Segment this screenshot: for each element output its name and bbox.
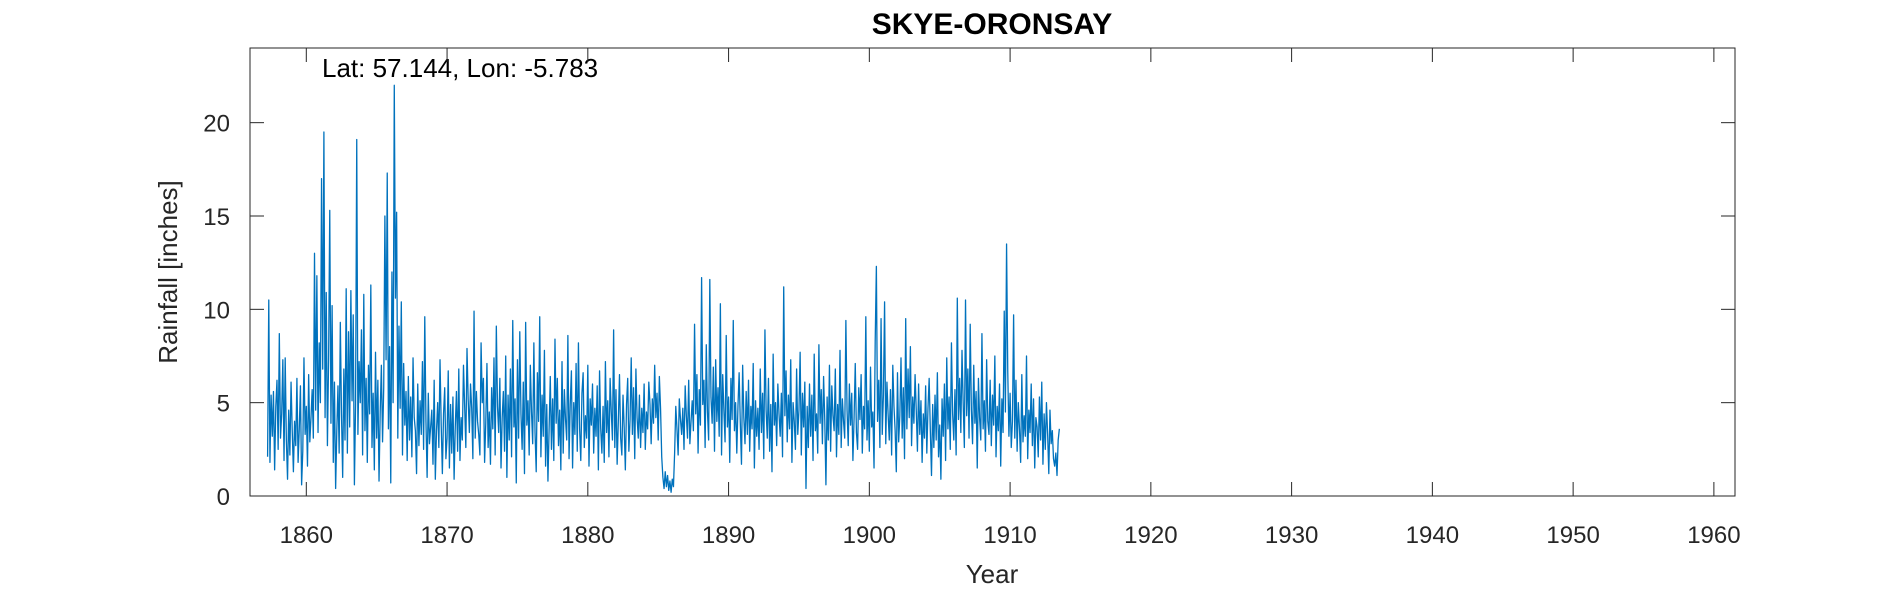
- rainfall-series-line: [266, 84, 1061, 493]
- x-tick-label: 1890: [702, 522, 755, 549]
- x-tick-label: 1930: [1265, 522, 1318, 549]
- x-tick-label: 1960: [1687, 522, 1740, 549]
- x-tick-label: 1870: [420, 522, 473, 549]
- x-tick-label: 1910: [983, 522, 1036, 549]
- y-tick-label: 5: [217, 391, 230, 418]
- y-tick-label: 0: [217, 484, 230, 511]
- location-annotation: Lat: 57.144, Lon: -5.783: [322, 53, 598, 83]
- x-tick-label: 1860: [280, 522, 333, 549]
- y-axis-label: Rainfall [inches]: [153, 180, 183, 364]
- y-tick-label: 15: [203, 204, 230, 231]
- x-axis-label: Year: [966, 559, 1019, 589]
- x-tick-label: 1940: [1406, 522, 1459, 549]
- chart-title: SKYE-ORONSAY: [872, 8, 1113, 41]
- axis-ticks: [250, 48, 1735, 497]
- x-tick-label: 1880: [561, 522, 614, 549]
- axis-tick-labels: 1860 1870 1880 1890 1900 1910 1920 1930 1940 1950…: [203, 111, 1740, 549]
- x-tick-label: 1950: [1546, 522, 1599, 549]
- axes-box: [249, 47, 1736, 497]
- y-tick-label: 10: [203, 297, 230, 324]
- x-tick-label: 1900: [843, 522, 896, 549]
- y-tick-label: 20: [203, 111, 230, 138]
- x-tick-label: 1920: [1124, 522, 1177, 549]
